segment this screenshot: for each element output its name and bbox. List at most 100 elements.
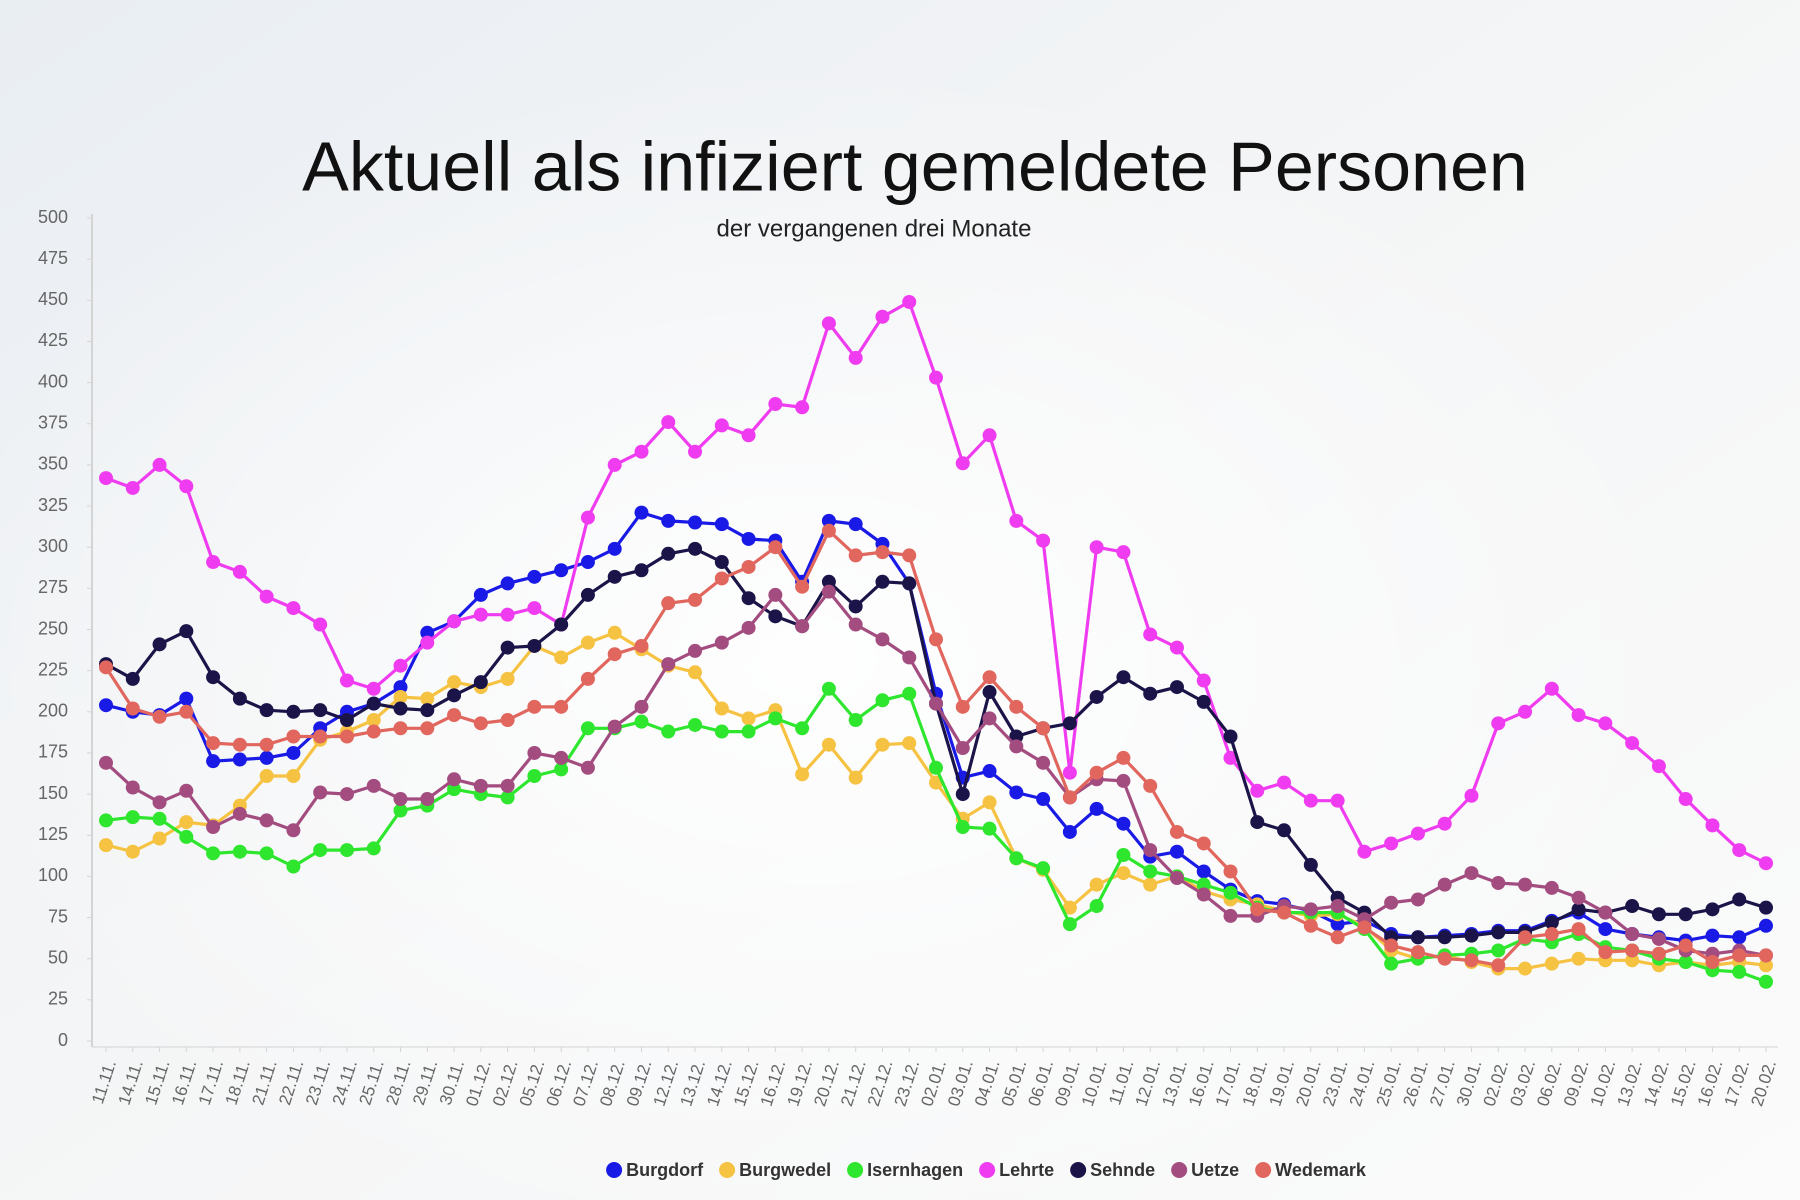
- legend-item: Sehnde: [1070, 1160, 1155, 1180]
- legend-marker: [1255, 1162, 1272, 1178]
- legend-label: Uetze: [1191, 1160, 1239, 1180]
- data-point: [1651, 946, 1666, 961]
- data-point: [741, 711, 756, 726]
- data-point: [661, 513, 676, 528]
- data-point: [1036, 721, 1051, 736]
- data-point: [1571, 902, 1586, 917]
- data-point: [1598, 905, 1613, 920]
- data-point: [1036, 792, 1051, 807]
- data-point: [1651, 931, 1666, 946]
- data-point: [1196, 836, 1211, 851]
- data-point: [1169, 844, 1184, 859]
- data-point: [1143, 864, 1158, 879]
- data-point: [206, 670, 221, 685]
- data-point: [179, 691, 194, 706]
- data-point: [1705, 954, 1720, 969]
- data-point: [1330, 930, 1345, 945]
- data-point: [1009, 851, 1024, 866]
- data-point: [634, 714, 649, 729]
- data-point: [152, 637, 167, 652]
- data-point: [447, 614, 462, 629]
- data-point: [1678, 792, 1693, 807]
- data-point: [688, 541, 703, 556]
- data-point: [688, 717, 703, 732]
- data-point: [741, 428, 756, 443]
- data-point: [206, 820, 221, 835]
- y-tick-label: 475: [38, 248, 68, 268]
- data-point: [1759, 948, 1773, 963]
- data-point: [527, 745, 542, 760]
- data-point: [1036, 533, 1051, 548]
- data-point: [634, 505, 649, 520]
- y-tick-label: 50: [48, 947, 68, 967]
- data-point: [1116, 670, 1131, 685]
- data-point: [339, 843, 354, 858]
- data-point: [1330, 793, 1345, 808]
- data-point: [1571, 922, 1586, 937]
- data-point: [232, 564, 247, 579]
- data-point: [1089, 540, 1104, 555]
- data-point: [634, 699, 649, 714]
- data-point: [1116, 773, 1131, 788]
- data-point: [1116, 866, 1131, 881]
- data-point: [580, 635, 595, 650]
- data-point: [714, 724, 729, 739]
- data-point: [1678, 954, 1693, 969]
- data-point: [902, 294, 917, 309]
- data-point: [741, 724, 756, 739]
- data-point: [473, 716, 488, 731]
- data-point: [447, 782, 462, 797]
- data-point: [232, 844, 247, 859]
- data-point: [1598, 922, 1613, 937]
- data-point: [1089, 801, 1104, 816]
- data-point: [473, 587, 488, 602]
- data-point: [152, 811, 167, 826]
- y-tick-label: 325: [38, 495, 68, 515]
- legend-item: Burgdorf: [606, 1160, 704, 1180]
- data-point: [1250, 902, 1265, 917]
- data-point: [286, 729, 301, 744]
- data-point: [1143, 843, 1158, 858]
- data-point: [580, 671, 595, 686]
- data-point: [1705, 928, 1720, 943]
- data-point: [688, 665, 703, 680]
- data-point: [1250, 815, 1265, 830]
- y-tick-label: 100: [38, 865, 68, 885]
- series: [99, 294, 1773, 871]
- data-point: [339, 673, 354, 688]
- data-point: [1732, 930, 1747, 945]
- legend-marker: [606, 1162, 623, 1178]
- data-point: [1384, 938, 1399, 953]
- data-point: [339, 729, 354, 744]
- data-point: [1571, 708, 1586, 723]
- y-tick-label: 275: [38, 577, 68, 597]
- data-point: [848, 770, 863, 785]
- data-point: [393, 803, 408, 818]
- data-point: [795, 767, 810, 782]
- data-point: [1464, 866, 1479, 881]
- data-point: [1169, 824, 1184, 839]
- data-point: [179, 479, 194, 494]
- data-point: [179, 704, 194, 719]
- data-point: [580, 587, 595, 602]
- data-point: [206, 754, 221, 769]
- data-point: [1732, 843, 1747, 858]
- data-point: [125, 810, 140, 825]
- legend-marker: [1171, 1162, 1188, 1178]
- data-point: [366, 841, 381, 856]
- data-point: [714, 555, 729, 570]
- data-point: [259, 846, 274, 861]
- data-point: [929, 696, 943, 711]
- data-point: [848, 548, 863, 563]
- data-point: [1651, 907, 1666, 922]
- data-point: [714, 571, 729, 586]
- data-point: [447, 688, 462, 703]
- y-tick-label: 500: [38, 207, 68, 227]
- data-point: [1491, 716, 1506, 731]
- data-point: [1705, 818, 1720, 833]
- data-point: [821, 523, 836, 538]
- data-point: [848, 599, 863, 614]
- data-point: [1598, 945, 1613, 960]
